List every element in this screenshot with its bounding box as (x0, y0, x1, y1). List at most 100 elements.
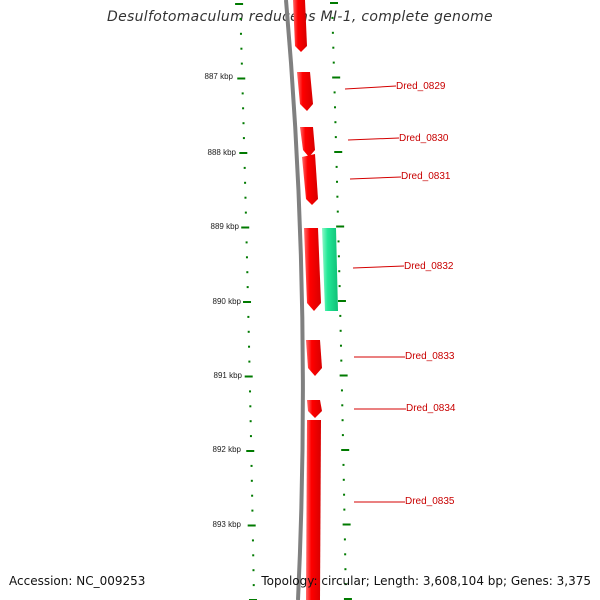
scale-tick (336, 210, 339, 213)
scale-tick (343, 598, 352, 600)
scale-tick (249, 435, 252, 438)
scale-tick (342, 523, 351, 526)
gene-feature-dred-0832[interactable] (304, 228, 321, 311)
label-line-dred-0831 (349, 176, 402, 180)
scale-tick (248, 345, 251, 348)
scale-tick (239, 152, 248, 154)
scale-tick (340, 359, 343, 362)
scale-tick (331, 16, 334, 19)
scale-tick (242, 122, 245, 125)
gene-feature-dred-0833[interactable] (306, 340, 322, 376)
scale-tick (340, 389, 343, 392)
scale-tick (339, 314, 342, 317)
scale-tick (332, 61, 335, 64)
gene-label-dred-0835[interactable]: Dred_0835 (405, 496, 455, 507)
label-line-dred-0829 (344, 85, 397, 90)
scale-label-891-kbp: 891 kbp (214, 371, 243, 380)
scale-label-892-kbp: 892 kbp (213, 445, 242, 454)
scale-tick (246, 271, 249, 274)
scale-tick (251, 509, 254, 512)
scale-tick (343, 508, 346, 511)
scale-tick (246, 286, 249, 289)
scale-tick (248, 360, 251, 363)
scale-tick (332, 76, 341, 79)
scale-tick (235, 3, 244, 5)
scale-tick (249, 390, 252, 393)
scale-tick (344, 583, 347, 586)
scale-label-889-kbp: 889 kbp (211, 222, 240, 231)
scale-tick (247, 330, 250, 333)
scale-tick (244, 196, 247, 199)
gene-feature[interactable] (293, 0, 307, 52)
genome-backbone (284, 0, 305, 600)
gene-feature-dred-0835[interactable] (306, 420, 321, 600)
scale-label-888-kbp: 888 kbp (208, 148, 237, 157)
scale-tick (338, 285, 341, 288)
scale-tick (240, 47, 243, 50)
label-line-dred-0832 (352, 265, 405, 269)
scale-tick (251, 539, 254, 542)
scale-tick (338, 270, 341, 273)
scale-tick (243, 301, 252, 303)
scale-tick (239, 17, 242, 20)
scale-tick (336, 195, 339, 198)
gene-label-dred-0832[interactable]: Dred_0832 (404, 261, 454, 272)
scale-tick (245, 241, 248, 244)
label-lines (344, 85, 406, 503)
scale-tick (244, 375, 253, 378)
gene-label-dred-0829[interactable]: Dred_0829 (396, 81, 446, 92)
scale-tick (341, 449, 350, 451)
scale-tick (244, 211, 247, 214)
scale-tick (250, 479, 253, 482)
topology-summary: Topology: circular; Length: 3,608,104 bp… (261, 574, 591, 588)
scale-tick (239, 32, 242, 35)
gene-label-dred-0834[interactable]: Dred_0834 (406, 403, 456, 414)
scale-tick (251, 494, 254, 497)
scale-tick (245, 256, 248, 259)
scale-tick (240, 62, 243, 65)
gene-feature-dred-0832-reverse[interactable] (322, 228, 338, 311)
scale-tick (330, 2, 338, 4)
scale-tick (344, 553, 347, 556)
scale-tick (343, 493, 346, 496)
gene-label-dred-0833[interactable]: Dred_0833 (405, 351, 455, 362)
scale-tick (247, 315, 250, 318)
gene-label-dred-0831[interactable]: Dred_0831 (401, 171, 451, 182)
scale-tick (244, 181, 247, 184)
scale-tick (241, 226, 250, 229)
scale-tick (337, 240, 340, 243)
gene-feature-dred-0834[interactable] (307, 400, 322, 418)
scale-tick (335, 165, 338, 168)
scale-tick (337, 300, 346, 302)
scale-tick (246, 450, 255, 452)
scale-tick (341, 419, 344, 422)
gene-feature-dred-0829[interactable] (297, 72, 313, 111)
scale-tick (343, 538, 346, 541)
scale-tick (339, 329, 342, 332)
label-line-dred-0830 (347, 137, 400, 141)
scale-tick (249, 420, 252, 423)
scale-tick (334, 106, 337, 109)
scale-tick (341, 404, 344, 407)
scale-label-887-kbp: 887 kbp (205, 72, 234, 81)
scale-tick (342, 463, 345, 466)
scale-tick (242, 137, 245, 140)
scale-tick (252, 584, 255, 587)
accession-label: Accession: NC_009253 (9, 574, 146, 588)
scale-label-890-kbp: 890 kbp (213, 297, 242, 306)
scale-tick (336, 180, 339, 183)
scale-tick (331, 31, 334, 34)
scale-tick (237, 77, 246, 80)
scale-tick (337, 255, 340, 258)
scale-tick (333, 91, 336, 94)
scale-tick (247, 524, 256, 527)
scale-tick (342, 478, 345, 481)
gene-feature-dred-0831[interactable] (302, 154, 318, 205)
scale-tick (344, 568, 347, 571)
scale-tick (334, 151, 343, 153)
scale-tick (243, 166, 246, 169)
scale-tick (341, 434, 344, 437)
gene-feature-dred-0830[interactable] (300, 127, 315, 157)
gene-label-dred-0830[interactable]: Dred_0830 (399, 133, 449, 144)
